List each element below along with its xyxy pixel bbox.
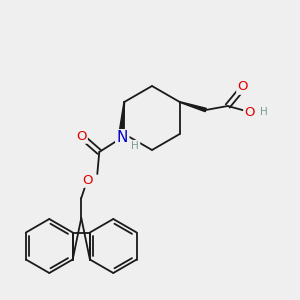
Text: H: H	[260, 107, 268, 117]
Polygon shape	[180, 102, 206, 112]
Text: O: O	[76, 130, 86, 142]
Text: H: H	[131, 141, 139, 151]
Text: O: O	[82, 173, 92, 187]
Polygon shape	[119, 102, 124, 130]
Text: O: O	[238, 80, 248, 94]
Text: N: N	[117, 130, 128, 146]
Text: O: O	[244, 106, 255, 118]
